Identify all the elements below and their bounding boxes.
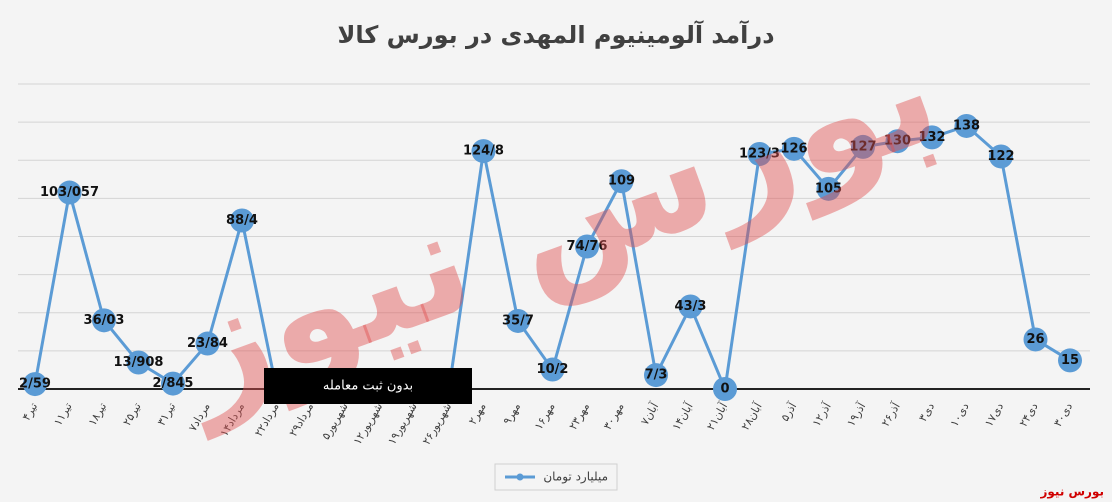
watermark-small: بورس نیوز xyxy=(1039,485,1104,500)
marker xyxy=(57,180,82,205)
marker xyxy=(851,134,875,159)
marker xyxy=(92,308,116,333)
marker xyxy=(644,363,668,388)
data-label: 43/3 xyxy=(675,299,707,314)
marker xyxy=(540,357,565,382)
marker xyxy=(747,141,772,166)
annotation: بدون ثبت معامله xyxy=(323,379,413,394)
data-label: 103/057 xyxy=(40,185,99,200)
data-label: 132 xyxy=(918,130,945,145)
marker xyxy=(126,350,151,375)
marker xyxy=(575,234,599,259)
marker xyxy=(1058,348,1082,373)
chart-title: درآمد آلومینیوم المهدی در بورس کالا xyxy=(337,20,774,49)
data-label: 23/84 xyxy=(187,336,228,351)
marker xyxy=(230,208,254,233)
data-label: 7/3 xyxy=(645,368,668,383)
marker xyxy=(1023,327,1048,352)
data-label: 126 xyxy=(780,141,807,156)
data-label: 35/7 xyxy=(502,313,534,328)
data-label: 2/845 xyxy=(153,376,194,391)
legend-marker xyxy=(516,473,524,481)
data-label: 122 xyxy=(987,149,1014,164)
marker xyxy=(920,125,944,150)
data-label: 13/908 xyxy=(114,355,164,370)
data-label: 109 xyxy=(608,174,635,189)
data-label: 10/2 xyxy=(537,362,569,377)
marker xyxy=(782,136,806,161)
data-label: 123/3 xyxy=(739,146,780,161)
marker xyxy=(954,113,979,138)
marker xyxy=(471,139,496,164)
annotation-box xyxy=(264,368,472,404)
legend-label: میلیارد تومان xyxy=(543,470,608,485)
marker xyxy=(816,176,841,201)
data-label: 105 xyxy=(815,181,842,196)
data-label: 138 xyxy=(953,118,980,133)
data-label: 130 xyxy=(884,134,911,149)
marker xyxy=(678,294,703,319)
marker xyxy=(989,144,1013,169)
marker xyxy=(609,169,634,194)
data-label: 124/8 xyxy=(463,144,504,159)
data-label: 36/03 xyxy=(84,313,125,328)
marker xyxy=(23,372,47,397)
marker xyxy=(506,308,530,333)
marker xyxy=(713,377,737,401)
data-label: 127 xyxy=(849,139,876,154)
marker xyxy=(195,331,220,356)
marker xyxy=(161,371,185,396)
data-label: 15 xyxy=(1061,353,1079,368)
marker xyxy=(885,129,910,154)
data-label: 88/4 xyxy=(226,213,258,228)
data-label: 26 xyxy=(1026,332,1044,347)
data-label: 0 xyxy=(720,382,729,397)
data-label: 74/76 xyxy=(567,239,608,254)
data-label: 2/59 xyxy=(19,377,51,392)
